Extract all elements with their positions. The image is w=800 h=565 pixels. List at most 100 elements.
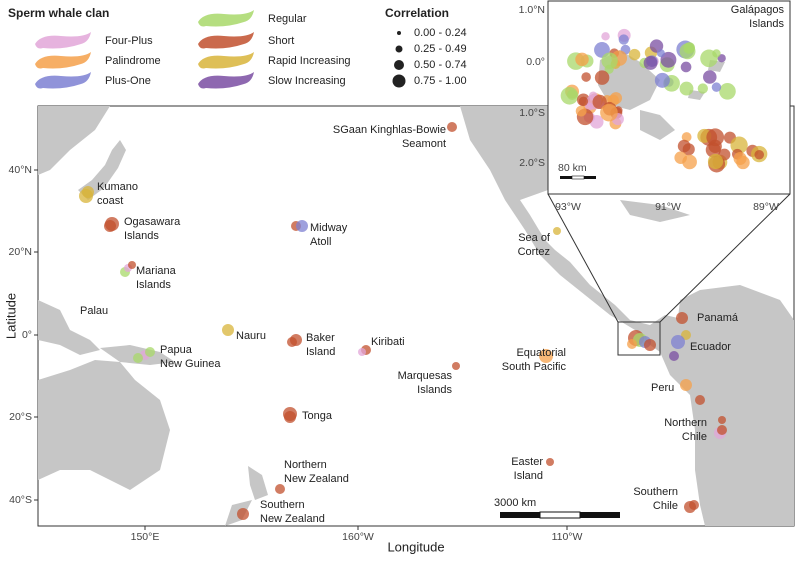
place-label: New Guinea [160,358,221,370]
site-marker [133,353,143,363]
y-tick-label: 40°N [9,164,32,176]
legend-label: Regular [268,13,307,25]
site-marker [712,49,721,58]
whale-icon [35,32,91,49]
legend-label: 0.25 - 0.49 [414,43,467,55]
size-key [395,45,403,53]
place-label: Islands [136,279,171,291]
legend-label: Four-Plus [105,35,153,47]
site-marker [237,508,249,520]
place-label: Southern [633,486,678,498]
whale-icon [35,72,91,89]
site-marker [719,83,736,100]
legend-label: Short [268,35,294,47]
legend-label: 0.50 - 0.74 [414,59,467,71]
place-label: Equatorial [516,347,566,359]
whale-icon [198,32,254,49]
site-marker [627,339,637,349]
place-label: Ecuador [690,341,731,353]
site-marker [104,220,116,232]
site-marker [284,411,296,423]
x-axis-title: Longitude [387,539,444,554]
site-marker [644,339,656,351]
inset-scale-label: 80 km [558,162,587,174]
x-tick-label: 160°W [342,531,374,543]
legend: Four-Plus Palindrome Plus-One Regular Short R… [35,10,467,89]
place-label: Ogasawara [124,216,181,228]
place-label: Southern [260,499,305,511]
place-label: Easter [511,456,543,468]
site-marker [689,500,699,510]
legend-label: Rapid Increasing [268,55,351,67]
y-tick-label: 0° [22,329,32,341]
site-marker [718,416,726,424]
legend-label: Slow Increasing [268,75,346,87]
site-marker [643,56,658,70]
place-label: coast [97,195,123,207]
land [38,106,794,526]
site-marker [683,42,695,54]
site-marker [733,151,747,165]
site-marker [705,142,721,158]
place-label: Sea of [518,232,551,244]
site-marker [628,48,641,61]
inset-x-tick: 89°W [753,201,779,213]
inset-title: Islands [749,18,784,30]
site-marker [656,49,665,58]
site-marker [671,335,685,349]
whale-icon [198,10,254,27]
site-marker [575,52,589,67]
site-marker [711,82,722,92]
place-label: Chile [682,431,707,443]
site-marker [680,379,692,391]
site-marker [676,312,688,324]
legend-label: Plus-One [105,75,151,87]
site-marker [707,153,724,170]
site-marker [618,34,629,45]
place-label: New Zealand [260,513,325,525]
place-label: Nauru [236,330,266,342]
inset-y-tick: 1.0°N [519,4,545,16]
whale-icon [198,72,254,89]
inset-title: Galápagos [731,4,785,16]
place-label: Islands [124,230,159,242]
site-marker [681,330,691,340]
place-label: Atoll [310,236,331,248]
site-marker [358,348,366,356]
place-label: Peru [651,382,674,394]
site-marker [601,52,618,69]
site-marker [609,92,623,105]
site-marker [566,89,578,101]
site-marker [703,70,717,84]
site-marker [575,105,587,117]
place-label: Midway [310,222,348,234]
place-label: South Pacific [502,361,567,373]
inset-y-tick: 1.0°S [519,107,545,119]
y-tick-label: 40°S [9,494,32,506]
whale-icon [35,52,91,69]
site-marker [669,351,679,361]
inset-x-tick: 93°W [555,201,581,213]
inset-y-tick: 2.0°S [519,157,545,169]
site-marker [679,81,694,96]
site-marker [578,96,589,106]
site-marker [682,154,697,170]
site-marker [553,227,561,235]
legend-label: 0.75 - 1.00 [414,75,467,87]
site-marker [447,122,457,132]
place-label: Marquesas [398,370,453,382]
legend-label: 0.00 - 0.24 [414,27,467,39]
size-key [397,31,401,35]
place-label: Northern [284,459,327,471]
site-marker [452,362,460,370]
scale-bar: 3000 km 80 km [494,162,620,519]
site-marker [296,220,308,232]
place-label: Northern [664,417,707,429]
site-marker [82,186,94,198]
legend-title: Correlation [385,6,449,20]
size-key [394,60,404,70]
site-marker [754,149,765,160]
site-marker [287,337,297,347]
site-marker [654,72,670,88]
